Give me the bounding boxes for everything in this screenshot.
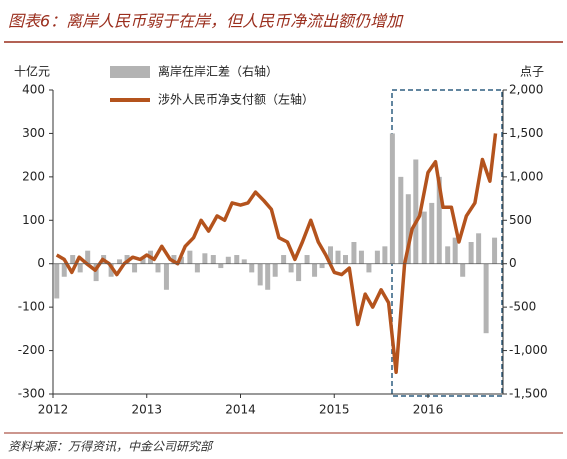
bar bbox=[483, 263, 489, 334]
bar bbox=[351, 242, 357, 264]
bar bbox=[421, 211, 427, 264]
bar bbox=[476, 233, 482, 264]
legend-label: 离岸在岸汇差（右轴） bbox=[158, 64, 278, 79]
bar bbox=[241, 259, 247, 264]
y-tick-label: -300 bbox=[18, 387, 45, 401]
y2-tick-label: -1,000 bbox=[509, 343, 548, 357]
bar bbox=[366, 263, 372, 273]
bar bbox=[382, 246, 388, 264]
bar bbox=[296, 263, 302, 282]
y2-tick-label: 2,000 bbox=[509, 83, 543, 97]
x-tick-label: 2015 bbox=[319, 403, 350, 417]
bar bbox=[155, 263, 161, 273]
bar bbox=[132, 263, 138, 273]
bar bbox=[108, 263, 114, 277]
bar bbox=[288, 263, 294, 273]
bar bbox=[163, 263, 169, 290]
y2-tick-label: 1,500 bbox=[509, 126, 543, 140]
chart-title: 图表6：离岸人民币弱于在岸，但人民币净流出额仍增加 bbox=[8, 12, 404, 31]
y2-tick-label: -500 bbox=[509, 300, 536, 314]
source: 资料来源：万得资讯，中金公司研究部 bbox=[8, 440, 214, 454]
y2-unit: 点子 bbox=[520, 65, 544, 79]
bar bbox=[85, 250, 91, 264]
bar bbox=[54, 263, 60, 299]
bar bbox=[249, 263, 255, 273]
bar bbox=[202, 253, 208, 264]
bar bbox=[436, 176, 442, 264]
bar bbox=[234, 255, 240, 264]
bar bbox=[77, 263, 83, 273]
bar bbox=[218, 263, 224, 269]
bar bbox=[328, 246, 333, 264]
bar bbox=[187, 250, 193, 264]
y-unit: 十亿元 bbox=[14, 64, 50, 79]
y-tick-label: 200 bbox=[22, 169, 45, 183]
x-tick-label: 2014 bbox=[225, 403, 256, 417]
y2-tick-label: 0 bbox=[509, 256, 517, 270]
bar bbox=[343, 255, 348, 264]
bar bbox=[210, 255, 216, 264]
y-tick-label: 100 bbox=[22, 213, 45, 227]
bar bbox=[398, 176, 404, 264]
bar bbox=[281, 255, 287, 264]
y-tick-label: 300 bbox=[22, 126, 45, 140]
bar bbox=[140, 256, 146, 264]
bar bbox=[61, 263, 67, 277]
bar bbox=[171, 255, 177, 264]
bar bbox=[335, 250, 341, 264]
bar bbox=[93, 263, 99, 282]
y-tick-label: 400 bbox=[22, 83, 45, 97]
bar bbox=[429, 202, 435, 264]
bar bbox=[265, 263, 271, 290]
bar bbox=[117, 259, 123, 264]
bar bbox=[468, 242, 474, 264]
bar bbox=[178, 256, 184, 264]
bar bbox=[445, 246, 451, 264]
y-tick-label: -100 bbox=[18, 300, 45, 314]
y-tick-label: 0 bbox=[37, 256, 45, 270]
bar bbox=[194, 263, 200, 273]
bar bbox=[374, 250, 380, 264]
y-tick-label: -200 bbox=[18, 343, 45, 357]
bar bbox=[389, 133, 395, 264]
bar bbox=[413, 159, 419, 264]
bar bbox=[460, 263, 466, 277]
bar bbox=[272, 263, 278, 277]
bar bbox=[492, 237, 498, 264]
x-tick-label: 2016 bbox=[413, 403, 444, 417]
legend-label: 涉外人民币净支付额（左轴） bbox=[158, 92, 314, 107]
bar bbox=[452, 237, 458, 264]
y2-tick-label: -1,500 bbox=[509, 387, 548, 401]
bar bbox=[257, 263, 263, 286]
x-tick-label: 2013 bbox=[131, 403, 162, 417]
bar bbox=[304, 255, 310, 264]
line bbox=[55, 133, 498, 375]
bar bbox=[319, 263, 325, 269]
bar bbox=[405, 194, 411, 264]
bar bbox=[358, 250, 364, 264]
x-tick-label: 2012 bbox=[38, 403, 69, 417]
bar bbox=[312, 263, 318, 277]
bar bbox=[70, 255, 76, 264]
y2-tick-label: 500 bbox=[509, 213, 532, 227]
legend-swatch bbox=[110, 66, 150, 78]
bar bbox=[225, 256, 231, 264]
y2-tick-label: 1,000 bbox=[509, 169, 543, 183]
